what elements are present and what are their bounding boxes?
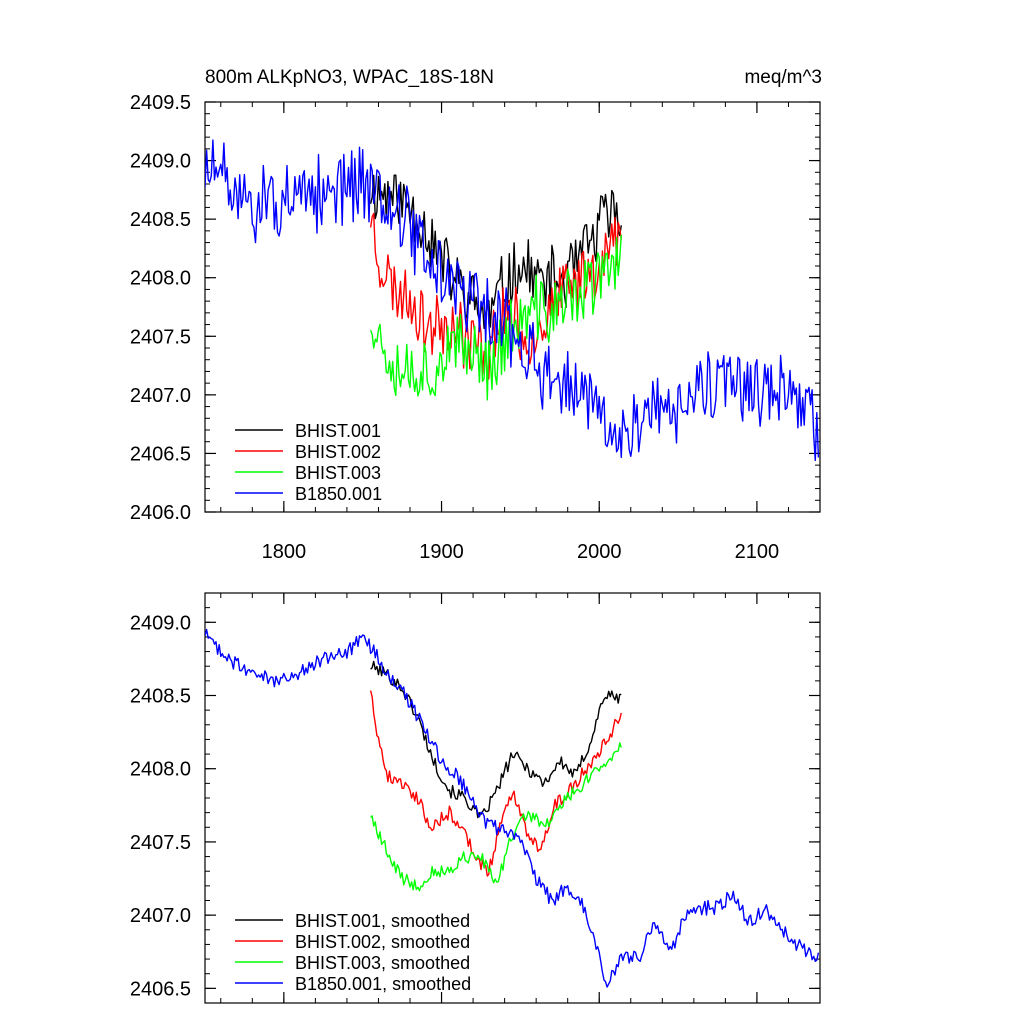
plot-frame xyxy=(204,101,821,513)
y-tick-label: 2408.5 xyxy=(130,686,191,708)
series-line xyxy=(369,234,622,401)
chart-bottom: 2406.5 2407.0 2407.5 2408.0 2408.5 2409.0 BHIS… xyxy=(130,592,821,1004)
legend-label: BHIST.001, smoothed xyxy=(295,911,470,931)
y-tick-label: 2407.0 xyxy=(130,905,191,927)
legend-label: B1850.001 xyxy=(295,484,382,504)
series-line xyxy=(369,174,622,329)
chart-title: 800m ALKpNO3, WPAC_18S-18N xyxy=(205,67,494,88)
y-tick-label: 2406.5 xyxy=(130,978,191,1000)
x-tick-label: 1900 xyxy=(419,541,464,563)
legend-label: B1850.001, smoothed xyxy=(295,974,471,994)
series-line xyxy=(205,139,820,462)
x-tick-label: 2100 xyxy=(735,541,780,563)
series-line xyxy=(205,628,820,988)
y-tick-label: 2408.5 xyxy=(130,209,191,231)
x-tick-label: 1800 xyxy=(262,541,307,563)
legend-label: BHIST.002 xyxy=(295,442,381,462)
legend-label: BHIST.003, smoothed xyxy=(295,953,470,973)
y-tick-label: 2409.5 xyxy=(130,92,191,114)
y-tick-label: 2409.0 xyxy=(130,612,191,634)
series-line xyxy=(369,690,622,877)
y-tick-label: 2408.0 xyxy=(130,759,191,781)
chart-top: 800m ALKpNO3, WPAC_18S-18N meq/m^3 2406.… xyxy=(130,67,822,563)
y-tick-label: 2407.0 xyxy=(130,385,191,407)
x-tick-label: 2000 xyxy=(577,541,622,563)
series-line xyxy=(370,742,622,892)
plot-area xyxy=(205,628,820,988)
legend-label: BHIST.003 xyxy=(295,463,381,483)
legend-label: BHIST.002, smoothed xyxy=(295,932,470,952)
y-tick-label: 2407.5 xyxy=(130,832,191,854)
y-tick-label: 2406.5 xyxy=(130,443,191,465)
chart-units: meq/m^3 xyxy=(744,67,822,88)
series-line xyxy=(370,660,622,819)
y-tick-label: 2407.5 xyxy=(130,326,191,348)
y-tick-label: 2408.0 xyxy=(130,268,191,290)
y-tick-label: 2406.0 xyxy=(130,502,191,524)
plot-area xyxy=(205,139,820,462)
legend-label: BHIST.001 xyxy=(295,421,381,441)
y-tick-label: 2409.0 xyxy=(130,151,191,173)
